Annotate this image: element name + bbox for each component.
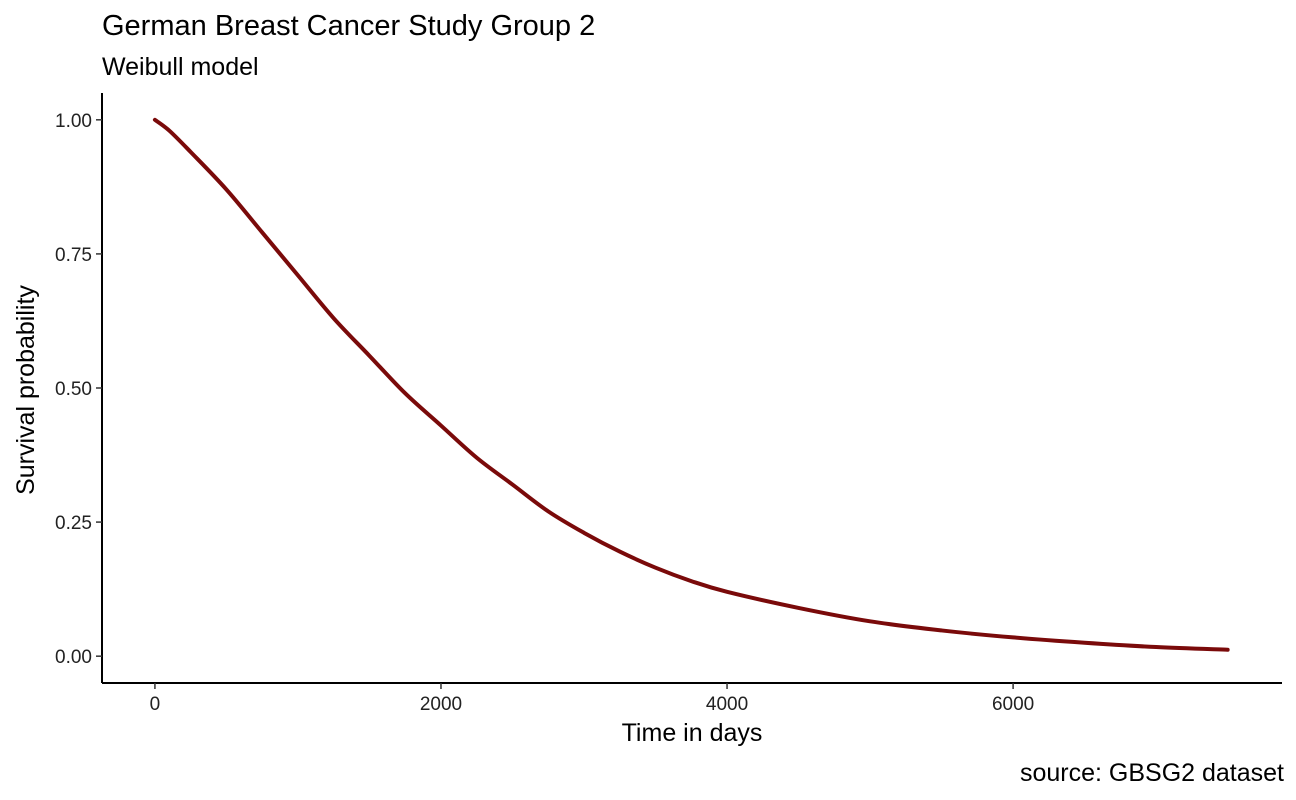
x-tick-label: 2000 [420,694,462,715]
x-tick-label: 6000 [992,694,1034,715]
x-axis-label: Time in days [622,719,763,747]
y-tick-label: 1.00 [55,111,92,132]
y-tick-label: 0.00 [55,647,92,668]
y-tick-label: 0.75 [55,245,92,266]
y-axis-label: Survival probability [12,285,40,495]
y-axis-ticks: 0.00 0.25 0.50 0.75 1.00 [55,111,102,668]
x-axis-ticks: 0 2000 4000 6000 [150,683,1034,715]
survival-curve-line [152,117,1230,652]
chart-title: German Breast Cancer Study Group 2 [102,10,595,42]
x-tick-label: 4000 [706,694,748,715]
y-tick-label: 0.50 [55,379,92,400]
chart-subtitle: Weibull model [102,53,259,81]
x-tick-label: 0 [150,694,161,715]
y-tick-label: 0.25 [55,513,92,534]
series-layer [152,117,1230,652]
chart-caption: source: GBSG2 dataset [1020,759,1284,787]
plot-area: 0 2000 4000 6000 0.00 0.25 0.50 0.75 1.00 [55,93,1282,715]
